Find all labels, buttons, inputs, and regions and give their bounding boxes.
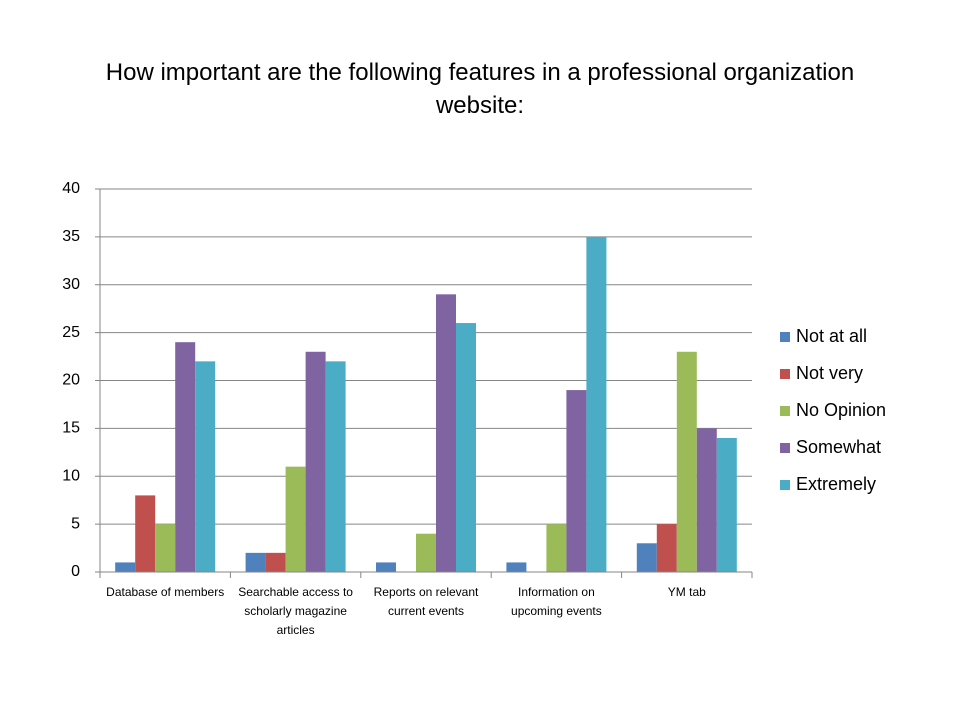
legend-swatch: [780, 480, 790, 490]
bar: [636, 543, 657, 572]
bar: [416, 533, 436, 572]
x-tick-label: Information on upcoming events: [511, 585, 602, 618]
bar: [586, 236, 607, 572]
y-tick-label: 10: [62, 467, 80, 484]
y-tick-label: 15: [62, 420, 80, 437]
legend-swatch: [780, 406, 790, 416]
y-tick-label: 25: [62, 324, 80, 341]
legend-label: Somewhat: [796, 437, 881, 457]
bar: [566, 390, 587, 572]
bar: [305, 351, 326, 572]
bar: [155, 524, 176, 572]
bar: [245, 552, 266, 572]
x-tick-label: Database of members: [106, 585, 225, 599]
bar: [436, 294, 456, 572]
x-tick-label: Reports on relevant current events: [373, 585, 479, 618]
legend-label: No Opinion: [796, 400, 886, 420]
y-tick-label: 20: [62, 372, 80, 389]
bar: [135, 495, 156, 572]
legend-swatch: [780, 443, 790, 453]
bar: [175, 342, 196, 572]
bar: [546, 524, 567, 572]
y-tick-label: 40: [62, 180, 80, 197]
legend-label: Not at all: [796, 326, 867, 346]
bar: [656, 524, 677, 572]
x-tick-label: YM tab: [667, 585, 706, 599]
bar: [456, 323, 476, 572]
bar: [676, 351, 697, 572]
legend-swatch: [780, 369, 790, 379]
bar: [285, 466, 306, 572]
bar: [195, 361, 216, 572]
y-tick-label: 5: [71, 515, 80, 532]
legend-swatch: [780, 332, 790, 342]
y-tick-label: 0: [71, 563, 80, 580]
chart-title: How important are the following features…: [105, 59, 855, 119]
bar: [696, 428, 717, 572]
x-tick-label: Searchable access to scholarly magazine …: [238, 585, 353, 637]
legend-label: Extremely: [796, 474, 876, 494]
legend-label: Not very: [796, 363, 863, 383]
bar: [376, 562, 396, 572]
bar: [506, 562, 527, 572]
y-tick-label: 30: [62, 276, 80, 293]
bar: [115, 562, 136, 572]
y-tick-label: 35: [62, 228, 80, 245]
bar: [265, 552, 286, 572]
bar: [716, 437, 737, 572]
bar: [325, 361, 346, 572]
